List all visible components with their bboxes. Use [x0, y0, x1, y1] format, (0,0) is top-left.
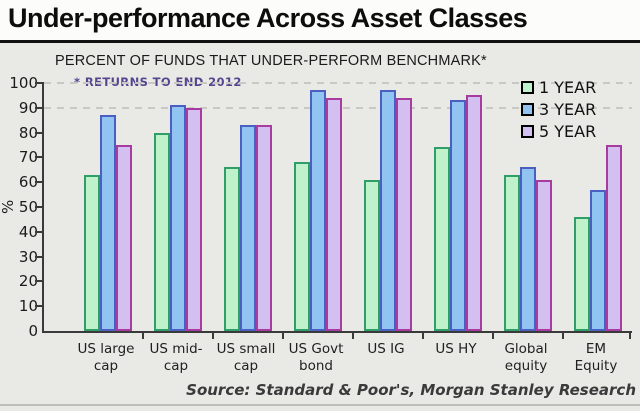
bar-em-equity-3-year — [590, 190, 606, 331]
x-tick-4 — [422, 333, 424, 339]
y-tick-100 — [35, 82, 44, 84]
bar-us-mid-cap-1-year — [154, 133, 170, 331]
y-tick-label-40: 40 — [18, 222, 38, 241]
bar-em-equity-1-year — [574, 217, 590, 331]
chart-legend: 1 YEAR 3 YEAR 5 YEAR — [521, 77, 596, 143]
bar-us-hy-3-year — [450, 100, 466, 331]
x-tick-0 — [142, 333, 144, 339]
bar-global-equity-1-year — [504, 175, 520, 331]
y-tick-label-20: 20 — [18, 272, 38, 291]
x-category-label-em-equity: EM Equity — [574, 341, 618, 374]
title-divider — [0, 40, 640, 43]
bar-us-hy-5-year — [466, 95, 482, 331]
legend-label-5-year: 5 YEAR — [539, 121, 597, 141]
x-category-label-us-ig: US IG — [367, 341, 405, 357]
source-attribution: Source: Standard & Poor's, Morgan Stanle… — [186, 381, 636, 399]
y-tick-label-90: 90 — [18, 98, 38, 117]
y-tick-20 — [35, 280, 44, 283]
bar-global-equity-3-year — [520, 167, 536, 331]
bar-us-ig-3-year — [380, 90, 396, 331]
legend-swatch-1-year-icon — [521, 80, 534, 94]
bottom-border — [0, 404, 640, 406]
bar-us-large-cap-3-year — [100, 115, 116, 331]
legend-item-5-year: 5 YEAR — [521, 121, 596, 141]
y-tick-50 — [35, 206, 44, 208]
x-tick-end — [629, 333, 631, 339]
x-tick-2 — [282, 333, 284, 339]
y-tick-label-30: 30 — [18, 247, 38, 266]
bar-us-small-cap-5-year — [256, 125, 272, 331]
x-category-label-us-govt-bond: US Govt bond — [288, 341, 344, 374]
y-tick-label-0: 0 — [28, 322, 38, 340]
y-tick-label-10: 10 — [18, 297, 38, 316]
x-tick-6 — [562, 333, 564, 339]
bar-em-equity-5-year — [606, 145, 622, 331]
y-tick-70 — [35, 156, 44, 159]
plot-area — [35, 82, 632, 339]
x-tick-3 — [352, 333, 354, 339]
x-category-label-us-mid-cap: US mid-cap — [149, 341, 203, 374]
chart-subtitle: PERCENT OF FUNDS THAT UNDER-PERFORM BENC… — [55, 53, 487, 69]
x-tick-5 — [492, 333, 494, 339]
bar-us-govt-bond-1-year — [294, 162, 310, 331]
bar-us-ig-5-year — [396, 98, 412, 331]
x-category-label-us-small-cap: US small cap — [216, 341, 276, 374]
legend-swatch-3-year-icon — [521, 102, 534, 116]
legend-label-3-year: 3 YEAR — [539, 99, 597, 119]
y-tick-label-100: 100 — [9, 74, 38, 92]
x-tick-1 — [212, 333, 214, 339]
bar-us-small-cap-1-year — [224, 167, 240, 331]
legend-swatch-5-year-icon — [521, 124, 534, 138]
bar-us-mid-cap-3-year — [170, 105, 186, 331]
bar-global-equity-5-year — [536, 180, 552, 331]
bar-us-large-cap-1-year — [84, 175, 100, 331]
bar-us-large-cap-5-year — [116, 145, 132, 331]
y-tick-40 — [35, 230, 44, 233]
x-category-label-us-large-cap: US large cap — [77, 341, 135, 374]
gridline-100 — [44, 82, 632, 84]
y-tick-label-50: 50 — [18, 198, 38, 216]
legend-label-1-year: 1 YEAR — [539, 77, 597, 97]
bar-us-ig-1-year — [364, 180, 380, 331]
y-tick-label-60: 60 — [18, 173, 38, 192]
title-background-strip — [0, 0, 640, 41]
legend-item-3-year: 3 YEAR — [521, 99, 596, 119]
y-tick-10 — [35, 305, 44, 308]
y-tick-label-70: 70 — [18, 148, 38, 167]
y-tick-90 — [35, 106, 44, 109]
bar-us-mid-cap-5-year — [186, 108, 202, 331]
x-category-label-us-hy: US HY — [435, 341, 477, 357]
x-category-label-global-equity: Global equity — [504, 341, 548, 374]
page-title: Under-performance Across Asset Classes — [8, 3, 528, 33]
legend-item-1-year: 1 YEAR — [521, 77, 596, 97]
y-tick-30 — [35, 255, 44, 258]
bar-us-govt-bond-5-year — [326, 98, 342, 331]
y-tick-60 — [35, 181, 44, 184]
bar-us-small-cap-3-year — [240, 125, 256, 331]
bar-us-govt-bond-3-year — [310, 90, 326, 331]
bar-us-hy-1-year — [434, 147, 450, 331]
y-tick-80 — [35, 131, 44, 134]
y-tick-label-80: 80 — [18, 123, 38, 142]
